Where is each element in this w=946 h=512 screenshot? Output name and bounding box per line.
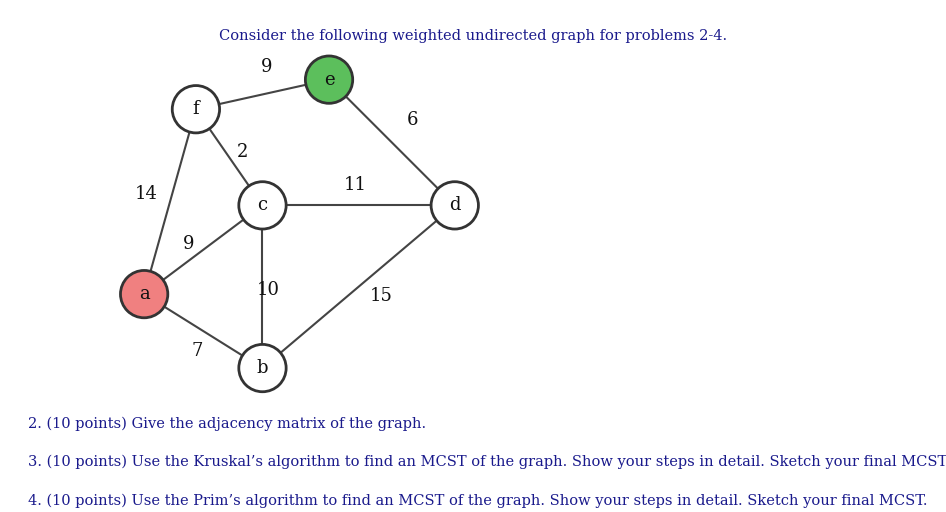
Text: a: a — [139, 285, 149, 303]
Text: c: c — [257, 197, 268, 215]
Text: 2. (10 points) Give the adjacency matrix of the graph.: 2. (10 points) Give the adjacency matrix… — [28, 417, 427, 431]
Circle shape — [172, 86, 219, 133]
Text: e: e — [324, 71, 334, 89]
Text: f: f — [193, 100, 200, 118]
Circle shape — [238, 182, 286, 229]
Text: b: b — [256, 359, 269, 377]
Text: 11: 11 — [343, 176, 366, 194]
Circle shape — [431, 182, 479, 229]
Circle shape — [238, 345, 286, 392]
Text: 3. (10 points) Use the Kruskal’s algorithm to find an MCST of the graph. Show yo: 3. (10 points) Use the Kruskal’s algorit… — [28, 454, 946, 468]
Text: 10: 10 — [256, 282, 280, 300]
Text: 7: 7 — [192, 342, 203, 360]
Text: Consider the following weighted undirected graph for problems 2-4.: Consider the following weighted undirect… — [219, 29, 727, 43]
Text: 9: 9 — [260, 58, 272, 76]
Circle shape — [120, 270, 167, 318]
Text: 15: 15 — [370, 287, 393, 305]
Text: d: d — [449, 197, 461, 215]
Circle shape — [306, 56, 353, 103]
Text: 9: 9 — [183, 235, 195, 253]
Text: 4. (10 points) Use the Prim’s algorithm to find an MCST of the graph. Show your : 4. (10 points) Use the Prim’s algorithm … — [28, 494, 928, 508]
Text: 14: 14 — [134, 185, 157, 203]
Text: 6: 6 — [407, 111, 418, 130]
Text: 2: 2 — [236, 143, 248, 161]
